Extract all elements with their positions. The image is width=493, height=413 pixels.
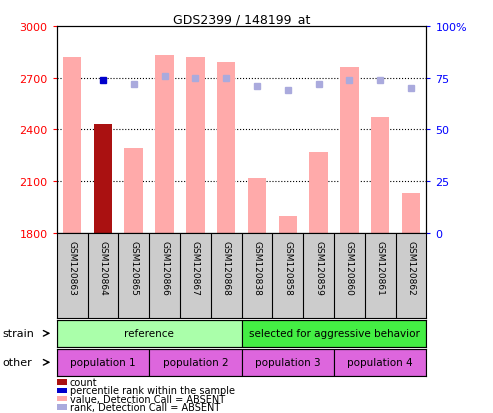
Text: GSM120861: GSM120861: [376, 240, 385, 295]
Text: GSM120862: GSM120862: [407, 240, 416, 295]
Bar: [402, 194, 420, 233]
Bar: [155, 56, 174, 233]
Text: GSM120864: GSM120864: [99, 240, 107, 295]
Text: GSM120863: GSM120863: [68, 240, 76, 295]
Text: GSM120868: GSM120868: [222, 240, 231, 295]
Text: GSM120838: GSM120838: [252, 240, 261, 295]
Text: reference: reference: [124, 328, 174, 339]
Text: population 1: population 1: [70, 357, 136, 368]
Bar: [186, 58, 205, 233]
Bar: [242, 320, 426, 347]
Text: rank, Detection Call = ABSENT: rank, Detection Call = ABSENT: [70, 402, 220, 412]
Bar: [217, 63, 235, 233]
Bar: [57, 320, 242, 347]
Text: GSM120859: GSM120859: [314, 240, 323, 295]
Text: strain: strain: [2, 328, 35, 339]
Text: population 2: population 2: [163, 357, 228, 368]
Bar: [310, 152, 328, 233]
Bar: [149, 349, 242, 376]
Text: GSM120860: GSM120860: [345, 240, 354, 295]
Bar: [124, 149, 143, 233]
Bar: [247, 178, 266, 233]
Text: percentile rank within the sample: percentile rank within the sample: [70, 385, 235, 395]
Text: value, Detection Call = ABSENT: value, Detection Call = ABSENT: [70, 394, 225, 404]
Text: population 3: population 3: [255, 357, 320, 368]
Text: GSM120867: GSM120867: [191, 240, 200, 295]
Bar: [57, 349, 149, 376]
Bar: [334, 349, 426, 376]
Bar: [94, 125, 112, 233]
Bar: [340, 68, 358, 233]
Text: selected for aggressive behavior: selected for aggressive behavior: [248, 328, 420, 339]
Text: count: count: [70, 377, 97, 387]
Bar: [279, 216, 297, 233]
Title: GDS2399 / 148199_at: GDS2399 / 148199_at: [173, 13, 310, 26]
Text: population 4: population 4: [348, 357, 413, 368]
Text: GSM120858: GSM120858: [283, 240, 292, 295]
Bar: [242, 349, 334, 376]
Text: GSM120865: GSM120865: [129, 240, 138, 295]
Bar: [371, 118, 389, 233]
Text: GSM120866: GSM120866: [160, 240, 169, 295]
Bar: [63, 58, 81, 233]
Text: other: other: [2, 357, 32, 368]
